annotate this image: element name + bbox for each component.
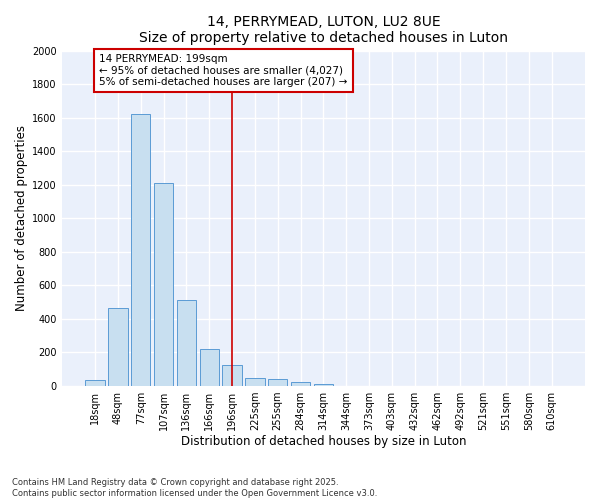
Bar [85, 380, 105, 386]
Bar [223, 365, 242, 386]
Bar [291, 382, 310, 386]
Bar [154, 183, 173, 386]
Title: 14, PERRYMEAD, LUTON, LU2 8UE
Size of property relative to detached houses in Lu: 14, PERRYMEAD, LUTON, LU2 8UE Size of pr… [139, 15, 508, 45]
Bar [108, 308, 128, 386]
Bar [177, 300, 196, 386]
Bar [245, 378, 265, 386]
X-axis label: Distribution of detached houses by size in Luton: Distribution of detached houses by size … [181, 434, 466, 448]
Bar [268, 380, 287, 386]
Text: 14 PERRYMEAD: 199sqm
← 95% of detached houses are smaller (4,027)
5% of semi-det: 14 PERRYMEAD: 199sqm ← 95% of detached h… [99, 54, 347, 87]
Bar [131, 114, 151, 386]
Bar [314, 384, 333, 386]
Bar [200, 349, 219, 386]
Text: Contains HM Land Registry data © Crown copyright and database right 2025.
Contai: Contains HM Land Registry data © Crown c… [12, 478, 377, 498]
Y-axis label: Number of detached properties: Number of detached properties [15, 126, 28, 312]
